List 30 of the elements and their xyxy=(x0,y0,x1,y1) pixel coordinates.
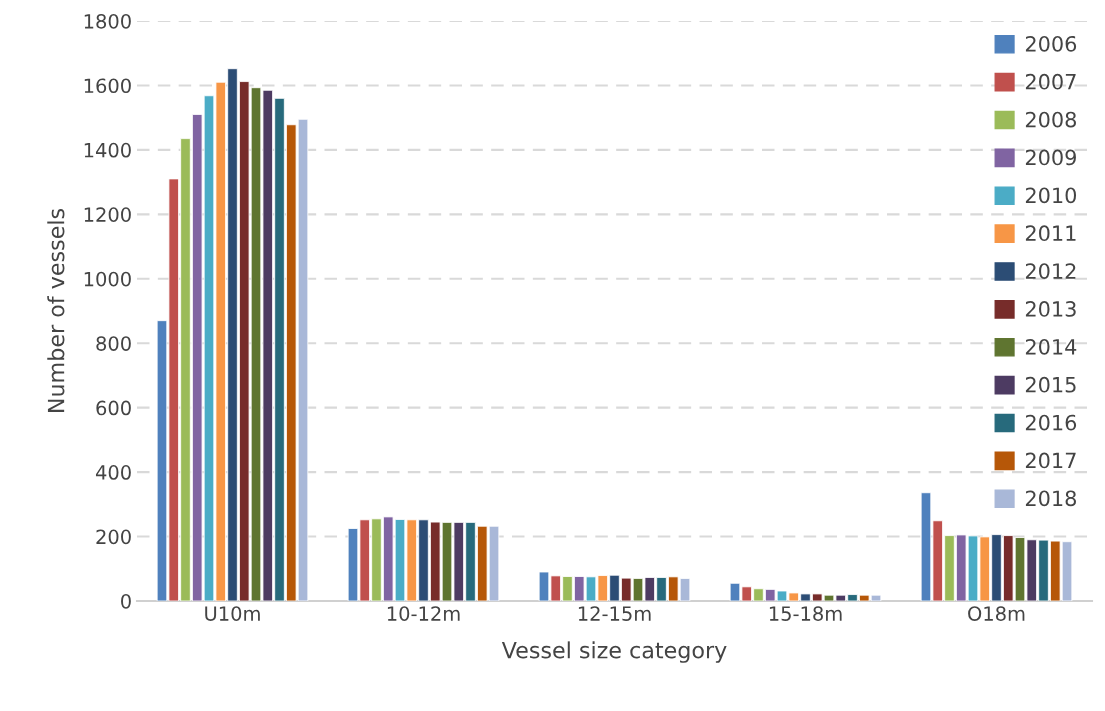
y-tick-label: 1000 xyxy=(84,271,131,287)
legend-label: 2011 xyxy=(1025,225,1076,242)
y-tick-label: 200 xyxy=(96,529,131,545)
x-tick-label: 10-12m xyxy=(387,606,460,621)
legend-label: 2016 xyxy=(1025,414,1077,431)
x-axis-title: Vessel size category xyxy=(501,641,727,663)
y-tick-label: 1400 xyxy=(84,142,131,158)
legend-label: 2010 xyxy=(1025,187,1077,204)
legend-label: 2007 xyxy=(1025,73,1076,90)
legend-label: 2006 xyxy=(1025,35,1077,52)
y-tick-label: 0 xyxy=(121,593,131,609)
legend-label: 2017 xyxy=(1025,452,1076,469)
y-tick-label: 400 xyxy=(95,465,131,480)
x-tick-label: 15-18m xyxy=(769,606,842,621)
y-axis-title: Number of vessels xyxy=(47,208,65,412)
legend-label: 2013 xyxy=(1025,301,1076,317)
legend-label: 2009 xyxy=(1025,149,1076,166)
y-tick-label: 1600 xyxy=(84,78,131,94)
legend-label: 2018 xyxy=(1025,490,1076,507)
x-tick-label: 12-15m xyxy=(578,606,651,621)
x-tick-label: U10m xyxy=(205,606,260,621)
y-tick-label: 800 xyxy=(96,336,131,351)
y-tick-label: 1800 xyxy=(84,13,131,29)
legend-label: 2008 xyxy=(1025,111,1076,128)
legend-label: 2014 xyxy=(1025,338,1077,355)
x-tick-label: O18m xyxy=(968,606,1025,621)
legend-label: 2015 xyxy=(1025,376,1076,393)
y-tick-label: 1200 xyxy=(84,207,131,222)
y-tick-label: 600 xyxy=(96,400,131,416)
legend-label: 2012 xyxy=(1025,263,1076,279)
